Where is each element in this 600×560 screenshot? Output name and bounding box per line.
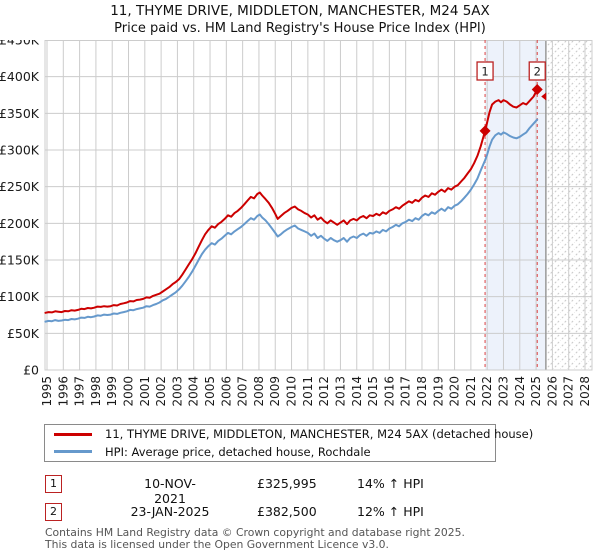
property-price-line — [44, 88, 539, 314]
sale-label-box-1 — [476, 61, 494, 81]
svg-text:2009: 2009 — [268, 376, 282, 407]
svg-text:2017: 2017 — [399, 376, 413, 407]
svg-text:2012: 2012 — [317, 376, 331, 407]
sale-price-1: £325,995 — [257, 476, 317, 491]
sale-point-2 — [531, 84, 543, 95]
footer-line-2: This data is licensed under the Open Gov… — [45, 537, 389, 551]
svg-text:2027: 2027 — [562, 376, 576, 407]
sale-vs-hpi-1: 14% ↑ HPI — [357, 476, 424, 491]
legend-item-property: 11, THYME DRIVE, MIDDLETON, MANCHESTER, … — [45, 427, 533, 442]
svg-text:£250K: £250K — [0, 179, 40, 194]
svg-text:£200K: £200K — [0, 216, 40, 231]
svg-text:2016: 2016 — [382, 376, 396, 407]
sale-annotation-row-1: 1 10-NOV-2021 £325,995 14% ↑ HPI — [44, 475, 564, 506]
red-line-swatch — [54, 432, 92, 436]
chart-legend: 11, THYME DRIVE, MIDDLETON, MANCHESTER, … — [44, 424, 533, 462]
svg-text:2010: 2010 — [285, 376, 299, 407]
svg-text:2000: 2000 — [122, 376, 136, 407]
svg-text:2026: 2026 — [545, 376, 559, 407]
svg-text:2007: 2007 — [236, 376, 250, 407]
svg-text:£450K: £450K — [0, 40, 40, 48]
sale-label-box-2 — [528, 61, 546, 81]
svg-text:£50K: £50K — [7, 326, 40, 341]
svg-text:2025: 2025 — [529, 376, 543, 407]
svg-text:2001: 2001 — [138, 376, 152, 407]
svg-text:2019: 2019 — [431, 376, 445, 407]
svg-text:1999: 1999 — [105, 376, 119, 407]
svg-text:1995: 1995 — [40, 376, 54, 407]
svg-text:2006: 2006 — [219, 376, 233, 407]
svg-text:2: 2 — [534, 65, 541, 79]
hpi-line — [44, 118, 539, 323]
chart-title: 11, THYME DRIVE, MIDDLETON, MANCHESTER, … — [110, 3, 490, 19]
svg-text:2028: 2028 — [578, 376, 592, 407]
legend-item-hpi: HPI: Average price, detached house, Roch… — [45, 445, 495, 460]
svg-text:£0: £0 — [23, 363, 39, 378]
svg-text:£300K: £300K — [0, 143, 40, 158]
footer-line-1: Contains HM Land Registry data © Crown c… — [45, 526, 465, 539]
price-chart-plot: 1 2 £450K £400K £350K £300K £250K £200K £150K £10… — [0, 40, 593, 407]
sale-number-badge-1: 1 — [45, 475, 62, 493]
blue-line-swatch — [54, 450, 92, 454]
svg-text:2004: 2004 — [187, 376, 201, 407]
svg-text:£150K: £150K — [0, 253, 40, 268]
sale-vs-hpi-2: 12% ↑ HPI — [357, 504, 424, 519]
svg-text:2014: 2014 — [350, 376, 364, 407]
svg-text:2002: 2002 — [154, 376, 168, 407]
svg-text:2008: 2008 — [252, 376, 266, 407]
sale-number-badge-2: 2 — [45, 503, 62, 521]
svg-text:1996: 1996 — [56, 376, 70, 407]
svg-text:£350K: £350K — [0, 106, 40, 121]
svg-text:1997: 1997 — [73, 376, 87, 407]
chart-subtitle: Price paid vs. HM Land Registry's House … — [114, 21, 486, 36]
svg-text:2018: 2018 — [415, 376, 429, 407]
sale-date-1: 10-NOV-2021 — [144, 476, 196, 506]
license-footer: Contains HM Land Registry data © Crown c… — [45, 527, 465, 550]
sale-annotation-row-2: 2 23-JAN-2025 £382,500 12% ↑ HPI — [44, 503, 564, 521]
svg-text:1: 1 — [481, 65, 488, 79]
svg-text:£100K: £100K — [0, 289, 40, 304]
sale-date-2: 23-JAN-2025 — [130, 504, 210, 519]
svg-text:2024: 2024 — [513, 376, 527, 407]
svg-text:2023: 2023 — [496, 376, 510, 407]
svg-text:2022: 2022 — [480, 376, 494, 407]
svg-text:2003: 2003 — [170, 376, 184, 407]
legend-label-property: 11, THYME DRIVE, MIDDLETON, MANCHESTER, … — [105, 427, 534, 442]
latest-sale-pointer-icon — [541, 92, 547, 101]
svg-text:2013: 2013 — [333, 376, 347, 407]
svg-text:1998: 1998 — [89, 376, 103, 407]
svg-text:2011: 2011 — [301, 376, 315, 407]
legend-label-hpi: HPI: Average price, detached house, Roch… — [105, 444, 371, 459]
sale-price-2: £382,500 — [257, 504, 317, 519]
svg-text:2020: 2020 — [448, 376, 462, 407]
sale-point-1 — [479, 125, 491, 137]
svg-text:2005: 2005 — [203, 376, 217, 407]
svg-text:2015: 2015 — [366, 376, 380, 407]
svg-text:£400K: £400K — [0, 69, 40, 84]
svg-text:2021: 2021 — [464, 376, 478, 407]
